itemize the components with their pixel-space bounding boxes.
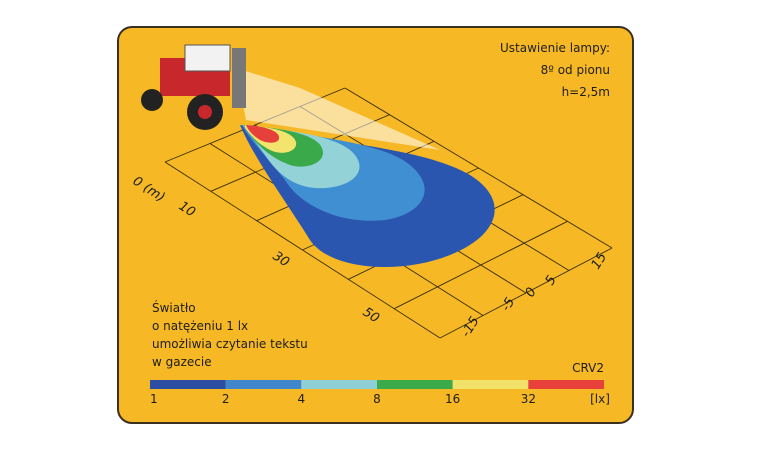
light-distribution [240,125,495,267]
setting-line: 8º od pionu [541,63,610,77]
scale-label: 2 [222,392,230,406]
note-line: w gazecie [152,355,212,369]
scale-label: 8 [373,392,381,406]
tractor-cab [184,44,231,72]
lamp-mount [232,48,246,108]
note-line: Światło [152,300,196,315]
color-scale: 1 2 4 8 16 32 [150,380,604,406]
front-wheel [141,89,163,111]
scale-segment [377,380,453,389]
light-cone [236,68,440,150]
legend-title: CRV2 [572,361,604,375]
scale-segment [528,380,604,389]
scale-label: 16 [445,392,460,406]
setting-line: Ustawienie lampy: [500,41,610,55]
tractor [141,44,246,130]
note-line: umożliwia czytanie tekstu [152,337,308,351]
note-line: o natężeniu 1 lx [152,319,248,333]
scale-segment [301,380,377,389]
scale-segment [225,380,302,389]
scale-segment [452,380,529,389]
labels: Ustawienie lampy: 8º od pionu h=2,5m 0 (… [130,41,610,406]
zone-32 [246,125,280,143]
scale-label: 32 [521,392,536,406]
scale-label: 1 [150,392,158,406]
scale-label: 4 [298,392,306,406]
legend-unit: [lx] [590,392,610,406]
width-label: 15 [589,250,610,272]
grid-line [344,87,613,249]
grid-line [164,161,441,339]
setting-line: h=2,5m [562,85,610,99]
scale-segment [150,380,226,389]
wheel-hub [198,105,212,119]
